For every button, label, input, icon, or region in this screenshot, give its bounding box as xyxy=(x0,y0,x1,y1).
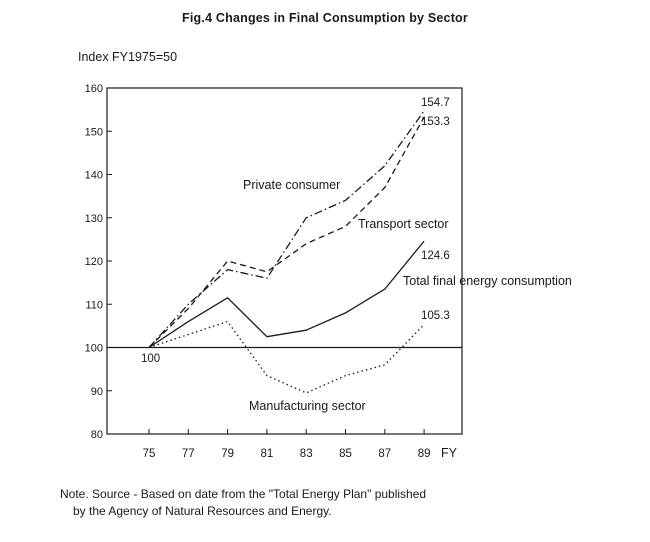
series-line-manufacturing-sector xyxy=(148,320,425,394)
y-tick-label: 100 xyxy=(85,343,103,355)
annotation-100: 100 xyxy=(141,353,160,365)
x-tick-label: 75 xyxy=(143,448,156,460)
x-tick-label: 85 xyxy=(339,448,352,460)
series-label-total-final-energy: Total final energy consumption xyxy=(403,274,572,288)
y-tick-label: 150 xyxy=(85,126,103,138)
series-label-manufacturing-sector: Manufacturing sector xyxy=(249,399,366,413)
series-line-total-final-energy-consumption xyxy=(148,240,425,349)
series-line-private-consumer xyxy=(148,110,425,348)
series-line-transport-sector xyxy=(148,116,425,348)
y-tick-label: 160 xyxy=(85,83,103,95)
y-tick-label: 80 xyxy=(91,429,103,441)
annotation-124-6: 124.6 xyxy=(421,250,450,262)
source-note-line2: by the Agency of Natural Resources and E… xyxy=(73,504,332,518)
x-tick-label: 77 xyxy=(182,448,195,460)
plot-frame xyxy=(106,87,463,435)
y-axis-label: Index FY1975=50 xyxy=(78,50,178,64)
x-tick-label: 83 xyxy=(300,448,313,460)
source-note-line1: Note. Source - Based on date from the "T… xyxy=(60,487,427,501)
x-tick-label: 81 xyxy=(261,448,274,460)
annotation-154-7: 154.7 xyxy=(421,97,450,109)
annotation-153-3: 153.3 xyxy=(421,116,450,128)
x-tick-label: 87 xyxy=(378,448,391,460)
series-label-private-consumer: Private consumer xyxy=(243,178,340,192)
annotation-105-3: 105.3 xyxy=(421,310,450,322)
x-tick-label: 89 xyxy=(418,448,431,460)
y-tick-label: 90 xyxy=(91,386,103,398)
series-label-transport-sector: Transport sector xyxy=(358,217,449,231)
y-tick-label: 110 xyxy=(85,299,103,311)
y-tick-label: 140 xyxy=(85,170,103,182)
chart-title: Fig.4 Changes in Final Consumption by Se… xyxy=(182,11,468,25)
x-axis-label: FY xyxy=(441,446,458,460)
x-tick-label: 79 xyxy=(221,448,234,460)
y-tick-label: 120 xyxy=(85,256,103,268)
source-note: Note. Source - Based on date from the "T… xyxy=(60,486,426,520)
line-chart: 80 90 100 110 120 130 140 150 160 75 77 79 81 83 85 87… xyxy=(85,83,572,460)
y-tick-label: 130 xyxy=(85,213,103,225)
